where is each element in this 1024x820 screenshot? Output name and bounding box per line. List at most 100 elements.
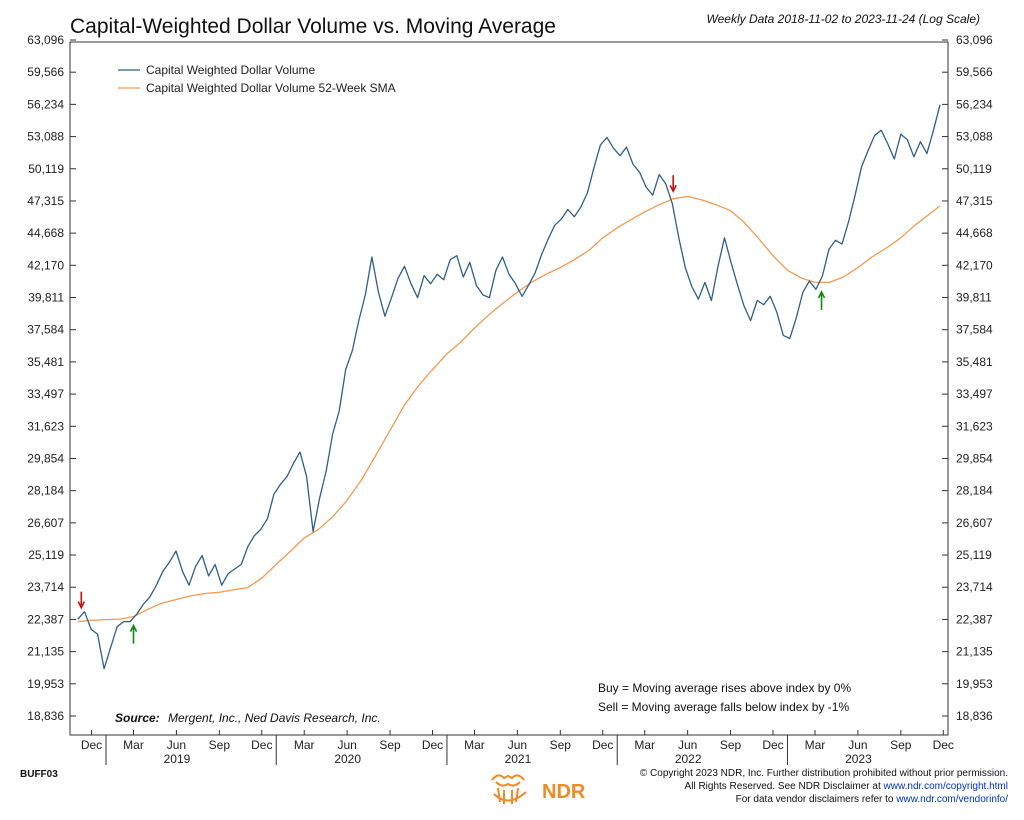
y-tick-label-right: 47,315: [956, 194, 993, 208]
y-tick-label-left: 31,623: [27, 419, 64, 433]
y-tick-label-right: 53,088: [956, 130, 993, 144]
x-tick-label: Jun: [508, 738, 527, 752]
source-text: Mergent, Inc., Ned Davis Research, Inc.: [168, 711, 381, 725]
y-tick-label-right: 59,566: [956, 65, 993, 79]
x-tick-label: Mar: [634, 738, 655, 752]
y-tick-label-left: 29,854: [27, 451, 64, 465]
y-tick-label-right: 39,811: [956, 291, 992, 305]
y-tick-label-right: 18,836: [956, 709, 993, 723]
x-tick-label: Dec: [251, 738, 272, 752]
y-tick-label-left: 21,135: [27, 645, 64, 659]
y-tick-label-right: 35,481: [956, 355, 993, 369]
y-tick-label-left: 47,315: [27, 194, 64, 208]
y-tick-label-right: 28,184: [956, 484, 993, 498]
y-tick-label-right: 63,096: [956, 33, 993, 47]
series-line-sma: [77, 195, 941, 623]
y-tick-label-left: 50,119: [28, 162, 64, 176]
y-tick-label-left: 22,387: [27, 612, 64, 626]
y-tick-label-right: 26,607: [956, 516, 993, 530]
legend-label-volume: Capital Weighted Dollar Volume: [146, 63, 316, 77]
x-tick-label: Jun: [678, 738, 697, 752]
y-tick-label-left: 23,714: [27, 580, 64, 594]
series-layer: [77, 104, 941, 670]
source-label: Source:: [115, 711, 160, 725]
x-tick-label: Sep: [379, 738, 401, 752]
buy-rule: Buy = Moving average rises above index b…: [598, 681, 851, 695]
y-tick-label-left: 39,811: [28, 291, 64, 305]
x-year-label: 2023: [845, 752, 872, 766]
chart-id: BUFF03: [20, 769, 58, 780]
series-line-volume: [77, 104, 941, 670]
footer-disclaimer: © Copyright 2023 NDR, Inc. Further distr…: [640, 767, 1008, 806]
y-tick-label-right: 29,854: [956, 451, 993, 465]
y-tick-label-left: 56,234: [27, 97, 64, 111]
vendor-link[interactable]: www.ndr.com/vendorinfo/: [896, 794, 1008, 805]
x-tick-label: Mar: [294, 738, 315, 752]
x-tick-label: Jun: [167, 738, 186, 752]
bull-bear-logo-icon: NDR: [491, 774, 586, 804]
y-tick-label-right: 44,668: [956, 226, 993, 240]
y-tick-label-right: 23,714: [956, 580, 993, 594]
x-tick-label: Mar: [805, 738, 826, 752]
x-tick-label: Mar: [123, 738, 144, 752]
y-tick-label-left: 37,584: [27, 323, 64, 337]
x-year-label: 2021: [505, 752, 532, 766]
y-tick-label-right: 50,119: [956, 162, 992, 176]
y-tick-label-left: 18,836: [27, 709, 64, 723]
y-tick-label-left: 53,088: [27, 130, 64, 144]
sell-signal-arrow: [77, 591, 85, 610]
y-tick-label-left: 35,481: [27, 355, 64, 369]
plot-frame: [69, 41, 949, 736]
chart-title: Capital-Weighted Dollar Volume vs. Movin…: [70, 15, 556, 38]
y-tick-label-right: 33,497: [956, 387, 993, 401]
y-tick-label-right: 22,387: [956, 612, 993, 626]
y-tick-label-left: 19,953: [27, 677, 64, 691]
x-tick-label: Sep: [720, 738, 742, 752]
copyright-line: © Copyright 2023 NDR, Inc. Further distr…: [639, 768, 1008, 779]
x-year-label: 2020: [334, 752, 361, 766]
y-tick-label-right: 37,584: [956, 323, 993, 337]
rights-line: All Rights Reserved. See NDR Disclaimer …: [684, 781, 1009, 792]
y-axis-left: 63,096 59,566 56,234 53,088 50,119 47,315 44,6…: [27, 33, 76, 723]
vendor-line: For data vendor disclaimers refer to www…: [735, 794, 1008, 805]
y-tick-label-left: 28,184: [27, 484, 64, 498]
legend-label-sma: Capital Weighted Dollar Volume 52-Week S…: [146, 81, 396, 95]
y-tick-label-left: 59,566: [27, 65, 64, 79]
copyright-link[interactable]: www.ndr.com/copyright.html: [883, 781, 1009, 792]
x-tick-label: Dec: [592, 738, 613, 752]
y-tick-label-left: 63,096: [27, 33, 64, 47]
x-year-label: 2019: [164, 752, 191, 766]
y-tick-label-right: 42,170: [956, 258, 993, 272]
y-tick-label-right: 21,135: [956, 645, 993, 659]
y-tick-label-right: 19,953: [956, 677, 993, 691]
x-tick-label: Mar: [464, 738, 485, 752]
ndr-logo: NDR: [486, 768, 616, 812]
y-tick-label-left: 26,607: [27, 516, 64, 530]
y-axis-right: 63,096 59,566 56,234 53,088 50,119 47,315 44,6…: [942, 33, 993, 723]
buy-signal-arrow: [129, 623, 138, 644]
signal-layer: [77, 175, 826, 644]
x-tick-label: Dec: [422, 738, 443, 752]
x-tick-label: Sep: [209, 738, 231, 752]
y-tick-label-left: 42,170: [27, 258, 64, 272]
y-tick-label-right: 56,234: [956, 97, 993, 111]
x-tick-label: Sep: [890, 738, 912, 752]
y-tick-label-right: 25,119: [956, 548, 992, 562]
x-tick-label: Sep: [550, 738, 572, 752]
legend: Capital Weighted Dollar Volume Capital W…: [118, 63, 396, 95]
x-tick-label: Jun: [337, 738, 356, 752]
chart-subtitle: Weekly Data 2018-11-02 to 2023-11-24 (Lo…: [707, 12, 981, 26]
x-tick-label: Dec: [933, 738, 954, 752]
sell-signal-arrow: [669, 175, 677, 194]
x-year-label: 2022: [675, 752, 702, 766]
ndr-logo-text: NDR: [542, 781, 586, 803]
y-tick-label-left: 44,668: [27, 226, 64, 240]
sell-rule: Sell = Moving average falls below index …: [598, 700, 849, 714]
x-tick-label: Dec: [81, 738, 102, 752]
y-tick-label-right: 31,623: [956, 419, 993, 433]
buy-signal-arrow: [817, 290, 826, 310]
x-axis: Dec Mar Jun Sep Dec Mar Jun Sep Dec Mar Jun Sep Dec M…: [81, 730, 954, 766]
x-tick-label: Dec: [762, 738, 783, 752]
y-tick-label-left: 25,119: [28, 548, 64, 562]
